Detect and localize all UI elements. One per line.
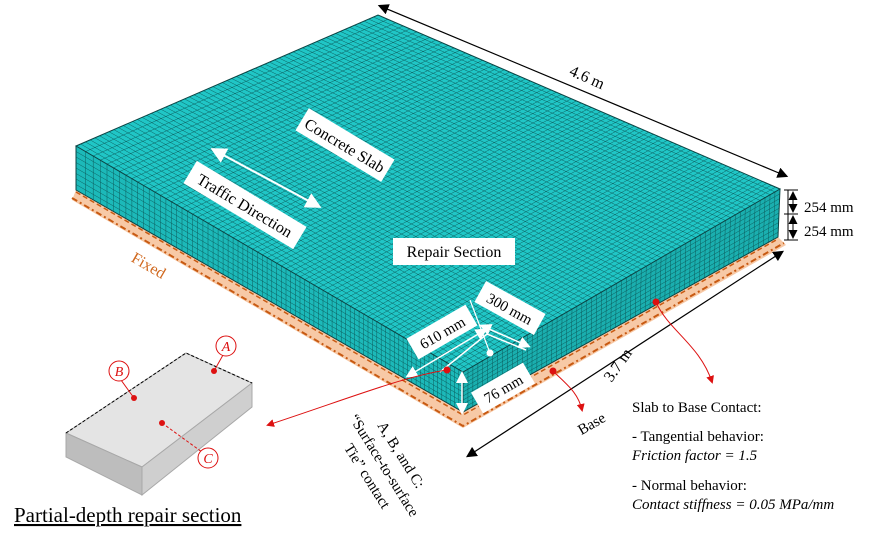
normal-label: - Normal behavior: [632, 478, 747, 494]
inset-caption: Partial-depth repair section [14, 503, 242, 527]
svg-text:Repair Section: Repair Section [407, 244, 502, 261]
repair-block-inset: B A C Partial-depth repair section [14, 335, 253, 527]
tie-contact-note: A, B, and C: “Surface-to-surface Tie” co… [340, 412, 427, 520]
repair-section-label: Repair Section [393, 238, 515, 265]
base-thickness-label: 254 mm [804, 224, 854, 240]
tangential-label: - Tangential behavior: [632, 429, 764, 445]
width-dimension-label: 3.7 m [601, 345, 636, 385]
leader-lines [266, 298, 714, 427]
dimension-arrows [377, 4, 798, 458]
base-layer [71, 190, 786, 428]
length-dimension-label: 4.6 m [567, 63, 608, 94]
point-b-label: B [115, 365, 124, 380]
point-c-label: C [203, 452, 213, 467]
contact-properties: Slab to Base Contact: - Tangential behav… [631, 400, 834, 513]
point-a-label: A [221, 340, 231, 355]
slab-thickness-label: 254 mm [804, 200, 854, 216]
fixed-label: Fixed [128, 250, 168, 283]
friction-value: Friction factor = 1.5 [631, 448, 758, 464]
base-label: Base [575, 410, 609, 439]
traffic-direction-arrow [210, 148, 322, 208]
stiffness-value: Contact stiffness = 0.05 MPa/mm [632, 497, 834, 513]
contact-title: Slab to Base Contact: [632, 400, 762, 416]
